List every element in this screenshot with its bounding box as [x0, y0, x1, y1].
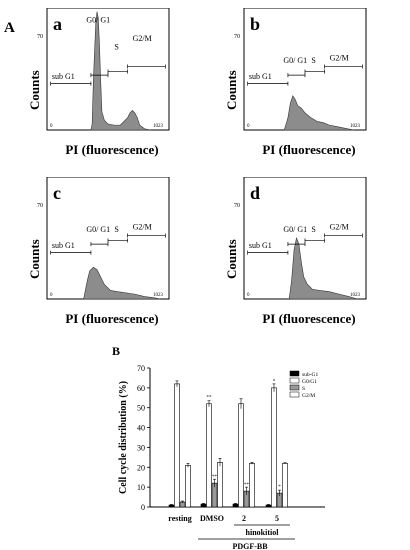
panel-label-b: B — [112, 344, 121, 358]
bar-g2m — [217, 462, 223, 508]
significance-mark: * — [278, 485, 281, 490]
legend-swatch — [289, 391, 300, 398]
significance-mark: * — [273, 380, 276, 385]
bar-g0g1 — [206, 403, 212, 508]
histogram-panel-d: d 70 0 1023 G0/ G1 S G2/M sub G1 Counts PI (fluor… — [214, 176, 394, 342]
bar-g2m — [185, 464, 191, 508]
pi-axis-label: PI (fluorescence) — [262, 311, 355, 326]
subg1-label: sub G1 — [249, 72, 272, 81]
s-label: S — [114, 42, 118, 51]
histogram-panel-b: b 70 0 1023 G0/ G1 S G2/M sub G1 Counts PI (fluor… — [214, 7, 394, 173]
bar-g2m — [249, 463, 255, 508]
x-tick-label: DMSO — [200, 514, 224, 523]
x-max-label: 1023 — [350, 293, 361, 298]
y-tick-label: 50 — [137, 404, 145, 413]
histogram-frame — [243, 176, 367, 300]
subg1-label: sub G1 — [52, 72, 75, 81]
counts-axis-label: Counts — [27, 239, 42, 279]
histogram-plot-a: a 70 0 1023 G0/ G1 S G2/M sub G1 Counts PI (fluor… — [27, 7, 170, 157]
histogram-frame — [46, 7, 170, 131]
significance-mark: ** — [207, 396, 213, 401]
pi-axis-label: PI (fluorescence) — [262, 142, 355, 157]
y-tick-label: 10 — [137, 483, 145, 492]
histogram-plot-d: d 70 0 1023 G0/ G1 S G2/M sub G1 Counts PI (fluor… — [224, 176, 367, 326]
counts-axis-label: Counts — [224, 239, 239, 279]
panel-letter: b — [250, 14, 260, 34]
significance-mark: ** — [212, 475, 218, 480]
y-max-label: 70 — [37, 34, 43, 40]
legend-swatch — [289, 370, 300, 377]
histogram-frame — [46, 176, 170, 300]
x-min-label: 0 — [50, 293, 53, 298]
g2m-label: G2/M — [133, 222, 152, 231]
x-min-label: 0 — [247, 293, 250, 298]
histogram-distribution — [83, 266, 161, 300]
hinokitiol-label: hinokitiol — [246, 528, 280, 537]
histogram-distribution — [283, 95, 354, 131]
s-label: S — [311, 56, 315, 65]
x-max-label: 1023 — [350, 124, 361, 129]
legend-swatch — [289, 377, 300, 384]
y-max-label: 70 — [234, 34, 240, 40]
pdgf-label: PDGF-BB — [232, 542, 268, 550]
legend-label: G2/M — [302, 393, 315, 399]
bar-g2m — [282, 463, 288, 508]
subg1-label: sub G1 — [249, 241, 272, 250]
histogram-distribution — [288, 236, 358, 300]
counts-axis-label: Counts — [224, 70, 239, 110]
histogram-plot-b: b 70 0 1023 G0/ G1 S G2/M sub G1 Counts PI (fluor… — [224, 7, 367, 157]
x-max-label: 1023 — [153, 293, 164, 298]
bar-g0g1 — [238, 403, 244, 508]
histogram-frame — [243, 7, 367, 131]
y-tick-label: 60 — [137, 384, 145, 393]
y-tick-label: 40 — [137, 424, 145, 433]
x-tick-label: resting — [168, 514, 191, 523]
y-tick-label: 70 — [137, 364, 145, 373]
histogram-plot-c: c 70 0 1023 G0/ G1 S G2/M sub G1 Counts PI (fluor… — [27, 176, 170, 326]
subg1-label: sub G1 — [52, 241, 75, 250]
x-max-label: 1023 — [153, 124, 164, 129]
y-max-label: 70 — [37, 203, 43, 209]
legend-swatch — [289, 384, 300, 391]
significance-mark: ** — [244, 483, 250, 488]
panel-letter: d — [250, 183, 260, 203]
counts-axis-label: Counts — [27, 70, 42, 110]
panel-label-a: A — [4, 20, 15, 36]
pi-axis-label: PI (fluorescence) — [65, 311, 158, 326]
s-label: S — [311, 225, 315, 234]
pi-axis-label: PI (fluorescence) — [65, 142, 158, 157]
x-tick-label: 2 — [242, 514, 246, 523]
g0g1-label: G0/ G1 — [86, 16, 110, 25]
s-label: S — [114, 225, 118, 234]
g0g1-label: G0/ G1 — [86, 225, 110, 234]
legend-label: sub-G1 — [302, 372, 318, 378]
y-tick-label: 0 — [141, 503, 145, 512]
x-min-label: 0 — [247, 124, 250, 129]
legend-label: G0/G1 — [302, 379, 317, 385]
x-min-label: 0 — [50, 124, 53, 129]
g2m-label: G2/M — [330, 53, 349, 62]
g2m-label: G2/M — [133, 34, 152, 43]
y-tick-label: 30 — [137, 443, 145, 452]
bar-g0g1 — [271, 387, 277, 508]
g2m-label: G2/M — [330, 222, 349, 231]
y-max-label: 70 — [234, 203, 240, 209]
histogram-distribution — [90, 11, 151, 131]
x-tick-label: 5 — [275, 514, 279, 523]
g0g1-label: G0/ G1 — [283, 225, 307, 234]
g0g1-label: G0/ G1 — [283, 56, 307, 65]
panel-letter: a — [53, 14, 62, 34]
y-tick-label: 20 — [137, 463, 145, 472]
panel-letter: c — [53, 183, 61, 203]
histogram-panel-a: a 70 0 1023 G0/ G1 S G2/M sub G1 Counts PI (fluor… — [17, 7, 197, 173]
y-axis-label: Cell cycle distribution (%) — [118, 381, 129, 494]
histogram-panel-c: c 70 0 1023 G0/ G1 S G2/M sub G1 Counts PI (fluor… — [17, 176, 197, 342]
legend-label: S — [302, 386, 305, 392]
bar-g0g1 — [174, 383, 180, 508]
